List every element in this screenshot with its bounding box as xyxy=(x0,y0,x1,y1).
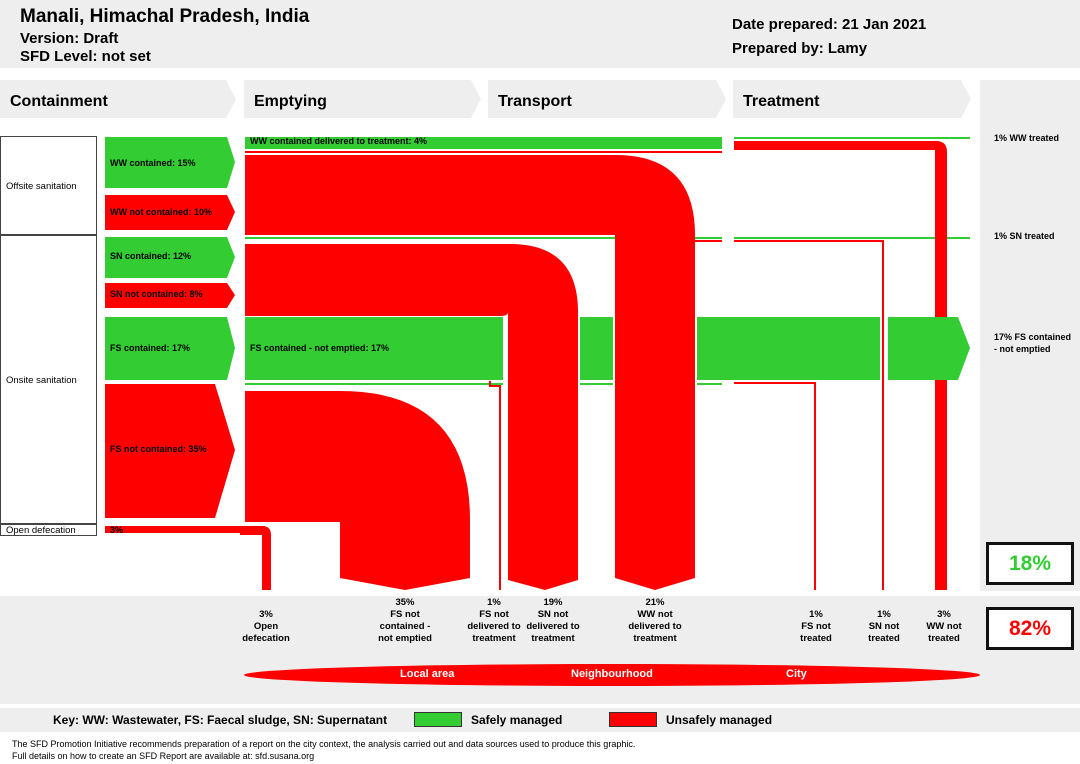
stage-arrow-containment xyxy=(0,80,236,118)
bottom-text: SN not treated xyxy=(868,621,900,644)
flow-sn-not-contained xyxy=(105,283,235,308)
stage-headers xyxy=(0,80,971,118)
bottom-pct: 19% xyxy=(543,597,563,608)
stage-transport: Transport xyxy=(498,93,572,110)
date-prepared: Date prepared: 21 Jan 2021 xyxy=(732,16,927,33)
footer-line-1: The SFD Promotion Initiative recommends … xyxy=(12,739,636,749)
bottom-label-sn-not-treated: 1% SN not treated xyxy=(858,609,910,645)
bottom-band xyxy=(0,596,1080,704)
flow-fs-not-emptied xyxy=(245,317,503,380)
bottom-label-open-defecation: 3% Open defecation xyxy=(236,609,296,645)
bottom-text: FS not contained - not emptied xyxy=(378,609,432,644)
bottom-text: FS not treated xyxy=(800,621,832,644)
outcome-sn-treated: 1% SN treated xyxy=(994,231,1055,241)
bottom-label-sn-not-delivered: 19% SN not delivered to treatment xyxy=(524,597,582,645)
prepared-by: Prepared by: Lamy xyxy=(732,40,868,57)
flow-sn-contained xyxy=(105,237,235,278)
flow-sn-not-treated xyxy=(734,240,884,590)
bottom-label-fs-not-delivered: 1% FS not delivered to treatment xyxy=(466,597,522,645)
sfd-level-label: SFD Level: not set xyxy=(20,48,151,65)
key-unsafe-label: Unsafely managed xyxy=(666,713,773,727)
bottom-label-ww-not-treated: 3% WW not treated xyxy=(918,609,970,645)
area-city: City xyxy=(786,668,807,680)
outcome-panel xyxy=(980,80,1080,591)
flow-sn-not-delivered xyxy=(245,244,578,590)
flow-fs-contained xyxy=(105,317,235,380)
bottom-text: Open defecation xyxy=(242,621,290,644)
flow-ww-delivered xyxy=(245,137,722,149)
version-label: Version: Draft xyxy=(20,30,119,47)
flow-fs-not-contained xyxy=(105,384,235,518)
key-safe-label: Safely managed xyxy=(471,713,563,727)
fs-contained-label: FS contained: 17% xyxy=(110,343,191,353)
open-defecation-label: Open defecation xyxy=(6,525,76,536)
ww-contained-label: WW contained: 15% xyxy=(110,158,196,168)
outcome-ww-treated: 1% WW treated xyxy=(994,133,1060,143)
flow-ww-not-delivered xyxy=(245,155,695,590)
open-defecation-box xyxy=(0,524,97,536)
sn-not-contained-label: SN not contained: 8% xyxy=(110,289,203,299)
bottom-text: WW not treated xyxy=(926,621,962,644)
offsite-sanitation-label: Offsite sanitation xyxy=(6,181,77,192)
ww-not-contained-label: WW not contained: 10% xyxy=(110,207,212,217)
bottom-pct: 3% xyxy=(937,609,951,620)
sn-contained-label: SN contained: 12% xyxy=(110,251,192,261)
bottom-text: FS not delivered to treatment xyxy=(467,609,521,644)
flow-open-defecation-down xyxy=(240,526,271,590)
flow-ww-contained xyxy=(105,137,235,188)
flow-open-defecation xyxy=(105,526,265,533)
stage-emptying: Emptying xyxy=(254,93,327,110)
ww-delivered-label: WW contained delivered to treatment: 4% xyxy=(250,136,428,146)
key-text: Key: WW: Wastewater, FS: Faecal sludge, … xyxy=(53,713,388,727)
flow-fs-not-treated xyxy=(734,382,816,590)
page-title: Manali, Himachal Pradesh, India xyxy=(20,6,310,27)
safe-percentage: 18% xyxy=(986,542,1074,585)
area-ellipse xyxy=(244,664,980,686)
bottom-label-ww-not-delivered: 21% WW not delivered to treatment xyxy=(625,597,685,645)
bottom-pct: 1% xyxy=(487,597,501,608)
unsafe-percentage: 82% xyxy=(986,607,1074,650)
offsite-sanitation-box xyxy=(0,136,97,235)
fs-not-contained-label: FS not contained: 35% xyxy=(110,444,207,454)
bottom-text: WW not delivered to treatment xyxy=(628,609,682,644)
stage-arrow-transport xyxy=(488,80,726,118)
bottom-pct: 1% xyxy=(877,609,891,620)
bottom-label-fs-not-treated: 1% FS not treated xyxy=(790,609,842,645)
onsite-sanitation-label: Onsite sanitation xyxy=(6,375,77,386)
flow-fs-not-delivered xyxy=(489,381,501,590)
stage-treatment: Treatment xyxy=(743,93,820,110)
fs-not-emptied-label: FS contained - not emptied: 17% xyxy=(250,343,390,353)
bottom-pct: 3% xyxy=(259,609,273,620)
key-bar xyxy=(0,708,1080,732)
outcome-fs-not-emptied: 17% FS contained - not emptied xyxy=(994,332,1072,354)
bottom-text: SN not delivered to treatment xyxy=(526,609,580,644)
header-bar xyxy=(0,0,1080,68)
bottom-pct: 21% xyxy=(645,597,665,608)
area-neighbourhood: Neighbourhood xyxy=(571,668,653,680)
footer-line-2: Full details on how to create an SFD Rep… xyxy=(12,751,315,761)
open-defecation-flow-label: 3% xyxy=(110,525,124,535)
stage-containment: Containment xyxy=(10,93,108,110)
bottom-label-fs-not-contained: 35% FS not contained - not emptied xyxy=(376,597,434,645)
area-local: Local area xyxy=(400,668,455,680)
bottom-pct: 1% xyxy=(809,609,823,620)
key-safe-swatch xyxy=(414,712,462,727)
flow-fs-not-contained-not-emptied xyxy=(245,391,470,590)
bottom-pct: 35% xyxy=(395,597,415,608)
key-unsafe-swatch xyxy=(609,712,657,727)
flow-ww-not-contained xyxy=(105,195,235,230)
onsite-sanitation-box xyxy=(0,235,97,524)
stage-arrow-treatment xyxy=(733,80,971,118)
sfd-flow-diagram xyxy=(105,137,970,590)
stage-arrow-emptying xyxy=(244,80,481,118)
